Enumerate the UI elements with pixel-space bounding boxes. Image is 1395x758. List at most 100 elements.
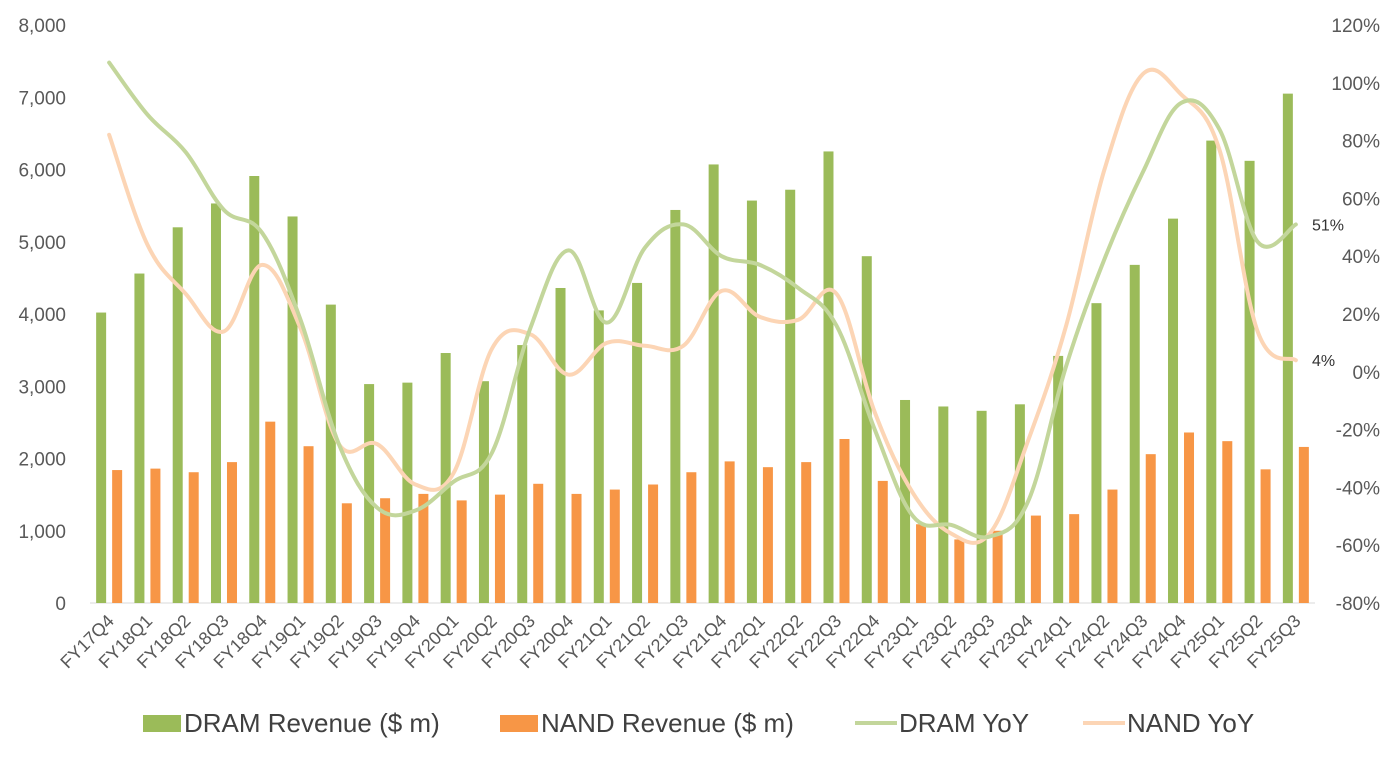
dram-revenue-bar bbox=[1129, 264, 1140, 603]
nand-revenue-bar bbox=[150, 468, 161, 603]
dram-revenue-bar bbox=[976, 410, 987, 603]
legend: DRAM Revenue ($ m) NAND Revenue ($ m) DRAM… bbox=[143, 708, 1254, 738]
dram-revenue-bar bbox=[555, 287, 566, 603]
nand-revenue-bar bbox=[1145, 454, 1156, 603]
nand-revenue-bar bbox=[418, 493, 429, 603]
dram-revenue-bar bbox=[1014, 404, 1025, 603]
dram-revenue-bar bbox=[1091, 303, 1102, 603]
nand-revenue-bar bbox=[686, 472, 697, 603]
right-axis-tick-label: 20% bbox=[1342, 305, 1380, 326]
left-axis-tick-label: 6,000 bbox=[18, 161, 66, 182]
left-axis-tick-label: 5,000 bbox=[18, 233, 66, 254]
right-axis-tick-label: 100% bbox=[1331, 74, 1380, 95]
right-axis-tick-label: -80% bbox=[1336, 594, 1380, 615]
nand-revenue-bar bbox=[1184, 432, 1195, 603]
bar-series bbox=[96, 93, 1309, 604]
right-axis-tick-label: 120% bbox=[1331, 16, 1380, 37]
dram-revenue-bar bbox=[96, 312, 107, 603]
legend-label: NAND YoY bbox=[1127, 708, 1254, 738]
dram-revenue-bar bbox=[1282, 93, 1293, 603]
right-axis-tick-label: -20% bbox=[1336, 421, 1380, 442]
end-labels: 51% 4% bbox=[1312, 217, 1344, 370]
nand-revenue-bar bbox=[762, 467, 773, 603]
legend-label: DRAM YoY bbox=[899, 708, 1029, 738]
left-axis-tick-label: 1,000 bbox=[18, 522, 66, 543]
legend-label: NAND Revenue ($ m) bbox=[541, 708, 794, 738]
right-axis-tick-label: -60% bbox=[1336, 536, 1380, 557]
x-axis-tick-labels: FY17Q4FY18Q1FY18Q2FY18Q3FY18Q4FY19Q1FY19… bbox=[56, 611, 1304, 673]
nand-revenue-bar bbox=[456, 500, 467, 603]
dram-yoy-end-label: 51% bbox=[1312, 217, 1344, 234]
dram-revenue-bar bbox=[402, 382, 413, 603]
dram-revenue-bar bbox=[325, 304, 336, 603]
dram-revenue-bar bbox=[746, 200, 757, 603]
nand-yoy-line bbox=[107, 67, 1298, 545]
left-axis-ticks: 0 1,000 2,000 3,000 4,000 5,000 6,000 7,000 8,00… bbox=[18, 16, 66, 615]
legend-swatch bbox=[500, 715, 538, 732]
dram-revenue-bar bbox=[1053, 355, 1064, 603]
dram-revenue-bar bbox=[364, 384, 375, 603]
nand-revenue-bar bbox=[1298, 446, 1309, 603]
dram-revenue-bar bbox=[1244, 160, 1255, 603]
right-axis-tick-label: 40% bbox=[1342, 247, 1380, 268]
nand-revenue-bar bbox=[112, 470, 123, 603]
dram-yoy-line bbox=[107, 60, 1298, 540]
nand-revenue-bar bbox=[303, 446, 314, 603]
left-axis-tick-label: 2,000 bbox=[18, 450, 66, 471]
dram-revenue-bar bbox=[172, 227, 183, 604]
dram-revenue-bar bbox=[517, 345, 528, 603]
legend-label: DRAM Revenue ($ m) bbox=[184, 708, 440, 738]
dram-revenue-bar bbox=[287, 216, 298, 603]
dram-revenue-bar bbox=[249, 176, 260, 603]
nand-revenue-bar bbox=[992, 530, 1003, 603]
nand-revenue-bar bbox=[265, 421, 276, 603]
legend-item-dram-revenue: DRAM Revenue ($ m) bbox=[143, 708, 440, 738]
nand-revenue-bar bbox=[1030, 515, 1041, 603]
nand-revenue-bar bbox=[571, 493, 582, 603]
nand-revenue-bar bbox=[954, 539, 965, 603]
nand-revenue-bar bbox=[801, 462, 812, 603]
legend-item-dram-yoy: DRAM YoY bbox=[855, 708, 1029, 738]
nand-revenue-bar bbox=[533, 483, 544, 603]
dram-revenue-bar bbox=[1168, 218, 1179, 603]
dram-revenue-bar bbox=[785, 189, 796, 604]
nand-yoy-end-label: 4% bbox=[1312, 353, 1335, 370]
dram-revenue-bar bbox=[708, 164, 719, 603]
nand-revenue-bar bbox=[380, 498, 391, 603]
nand-revenue-bar bbox=[341, 503, 352, 603]
legend-item-nand-revenue: NAND Revenue ($ m) bbox=[500, 708, 794, 738]
nand-revenue-bar bbox=[724, 461, 735, 603]
bar-series-dram-revenue bbox=[96, 93, 1293, 604]
nand-revenue-bar bbox=[494, 494, 505, 603]
left-axis-tick-label: 3,000 bbox=[18, 377, 66, 398]
left-axis-tick-label: 4,000 bbox=[18, 305, 66, 326]
legend-item-nand-yoy: NAND YoY bbox=[1083, 708, 1254, 738]
legend-swatch bbox=[143, 715, 181, 732]
right-axis-tick-label: 0% bbox=[1353, 363, 1381, 384]
nand-revenue-bar bbox=[1222, 441, 1233, 603]
dram-revenue-bar bbox=[670, 209, 681, 603]
nand-revenue-bar bbox=[226, 462, 237, 603]
dram-revenue-bar bbox=[632, 282, 643, 603]
nand-revenue-bar bbox=[1069, 514, 1080, 603]
dram-revenue-bar bbox=[134, 273, 145, 603]
right-axis-ticks: -80% -60% -40% -20% 0% 20% 40% 60% 80% 100% 120% bbox=[1331, 16, 1380, 615]
left-axis-tick-label: 0 bbox=[55, 594, 66, 615]
dram-revenue-bar bbox=[861, 256, 872, 603]
nand-revenue-bar bbox=[188, 472, 199, 603]
dram-revenue-bar bbox=[1206, 140, 1217, 603]
nand-revenue-bar bbox=[839, 438, 850, 603]
dram-revenue-bar bbox=[593, 310, 604, 603]
nand-revenue-bar bbox=[609, 489, 620, 603]
dram-revenue-bar bbox=[938, 406, 949, 603]
dram-revenue-bar bbox=[210, 203, 221, 603]
left-axis-tick-label: 8,000 bbox=[18, 16, 66, 37]
dram-revenue-bar bbox=[823, 151, 834, 603]
nand-revenue-bar bbox=[877, 480, 888, 603]
bar-series-nand-revenue bbox=[112, 421, 1309, 603]
nand-revenue-bar bbox=[1107, 489, 1118, 603]
nand-revenue-bar bbox=[648, 484, 659, 603]
nand-revenue-bar bbox=[916, 524, 927, 603]
